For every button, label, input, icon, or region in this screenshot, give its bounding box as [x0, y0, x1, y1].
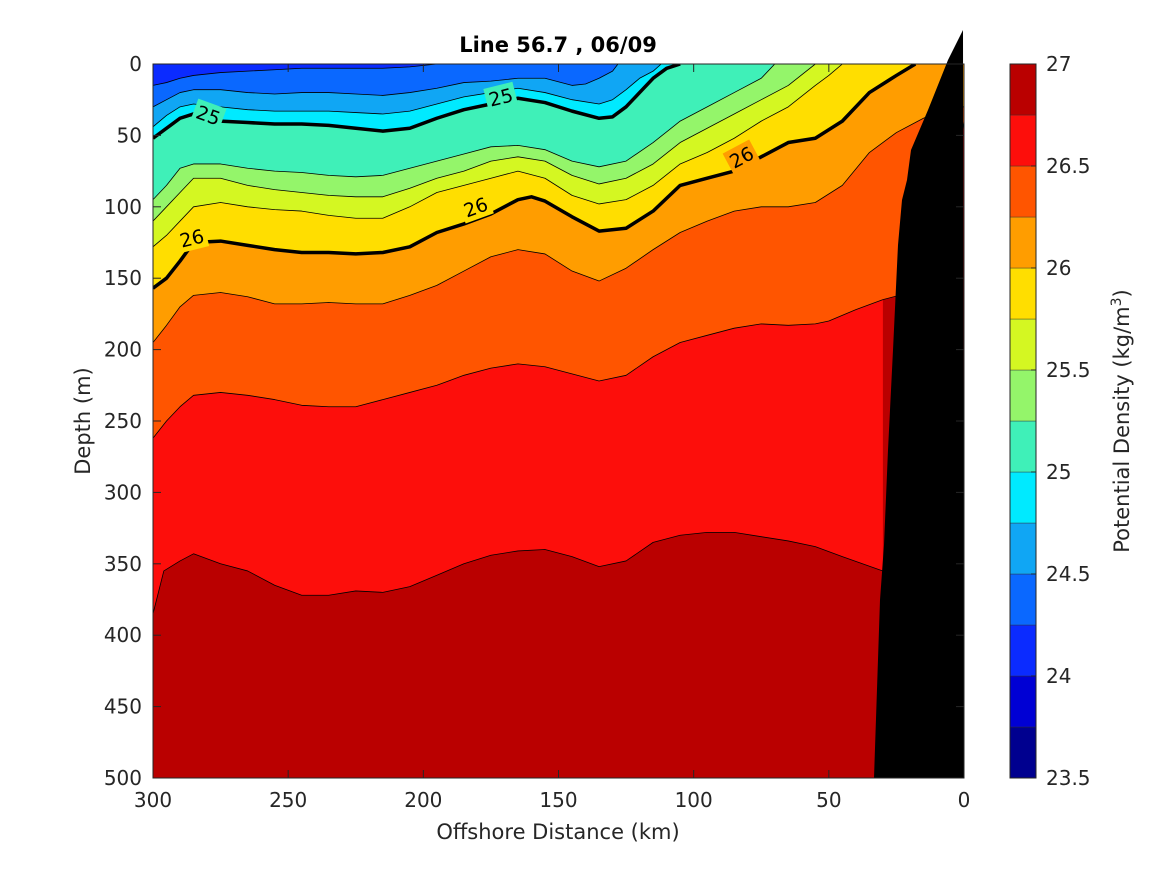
contour-line-26.5 — [153, 121, 964, 439]
contour-line-25.5 — [153, 64, 816, 222]
chart-title: Line 56.7 , 06/09 — [459, 33, 657, 57]
colorbar-swatch — [1009, 624, 1037, 677]
colorbar-swatch — [1009, 471, 1037, 524]
contour-line-26 — [153, 64, 917, 290]
contour-line-layer — [153, 64, 964, 614]
y-tick-label: 0 — [129, 52, 142, 76]
y-tick-label: 50 — [117, 123, 142, 147]
colorbar-swatch — [1009, 726, 1037, 779]
colorbar-frame — [1009, 63, 1037, 779]
x-axis-label: Offshore Distance (km) — [436, 820, 679, 844]
colorbar-label: Potential Density (kg/m3) — [1109, 289, 1134, 553]
contour-label-26: 26 — [174, 222, 210, 254]
y-tick-label: 250 — [104, 409, 142, 433]
x-tick-label: 300 — [134, 788, 172, 812]
x-tick-label: 250 — [269, 788, 307, 812]
colorbar-tick-label: 25 — [1046, 460, 1071, 484]
contour-line-24.5 — [153, 64, 619, 108]
contour-line-26.25 — [153, 106, 964, 343]
contour-fill-layer — [153, 64, 964, 778]
colorbar-swatch — [1009, 216, 1037, 269]
bathymetry-mask — [874, 30, 964, 778]
colorbar-ticks: 23.5 24 24.5 25 25.5 26 26.5 27 — [1031, 52, 1091, 790]
colorbar-swatch — [1009, 369, 1037, 422]
colorbar-tick-label: 24.5 — [1046, 562, 1091, 586]
colorbar-swatch — [1009, 114, 1037, 167]
x-tick-label: 200 — [404, 788, 442, 812]
x-axis: 300 250 200 150 100 50 0 — [134, 64, 970, 812]
colorbar-swatch — [1009, 267, 1037, 320]
y-tick-label: 100 — [104, 195, 142, 219]
x-tick-label: 150 — [539, 788, 577, 812]
colorbar-swatch — [1009, 420, 1037, 473]
colorbar-swatch — [1009, 63, 1037, 116]
colorbar-tick-label: 23.5 — [1046, 766, 1091, 790]
colorbar: 23.5 24 24.5 25 25.5 26 26.5 27 Potential Densi… — [1009, 52, 1134, 790]
colorbar-label-superscript: 3 — [1109, 297, 1125, 306]
colorbar-swatch — [1009, 318, 1037, 371]
colorbar-tick-label: 26 — [1046, 256, 1071, 280]
colorbar-tick-label: 27 — [1046, 52, 1071, 76]
colorbar-swatch — [1009, 165, 1037, 218]
y-tick-label: 450 — [104, 695, 142, 719]
x-tick-label: 100 — [675, 788, 713, 812]
y-tick-label: 350 — [104, 552, 142, 576]
y-tick-label: 200 — [104, 338, 142, 362]
contour-band-24.5 — [153, 64, 618, 107]
colorbar-tick-label: 26.5 — [1046, 154, 1091, 178]
contour-line-24.25 — [153, 64, 437, 86]
plot-area: 25 25 26 26 26 — [152, 30, 965, 779]
contour-label-26: 26 — [457, 190, 494, 224]
colorbar-swatch — [1009, 522, 1037, 575]
colorbar-swatch — [1009, 675, 1037, 728]
contour-line-26.75 — [153, 531, 884, 614]
colorbar-swatch — [1009, 573, 1037, 626]
colorbar-tick-label: 25.5 — [1046, 358, 1091, 382]
y-tick-label: 500 — [104, 766, 142, 790]
contour-line-25.25 — [153, 64, 776, 200]
y-axis-label: Depth (m) — [71, 367, 95, 474]
colorbar-label-suffix: ) — [1110, 289, 1134, 297]
y-axis: 0 50 100 150 200 250 300 350 400 450 500 — [104, 52, 964, 790]
x-tick-label: 0 — [958, 788, 971, 812]
contour-line-25.75 — [153, 64, 843, 248]
colorbar-label-text: Potential Density (kg/m — [1110, 306, 1134, 552]
x-tick-label: 50 — [816, 788, 841, 812]
y-tick-label: 300 — [104, 480, 142, 504]
colorbar-swatches — [1009, 63, 1037, 779]
y-tick-label: 400 — [104, 623, 142, 647]
y-tick-label: 150 — [104, 266, 142, 290]
colorbar-tick-label: 24 — [1046, 664, 1071, 688]
contour-band-24.25 — [153, 64, 437, 86]
